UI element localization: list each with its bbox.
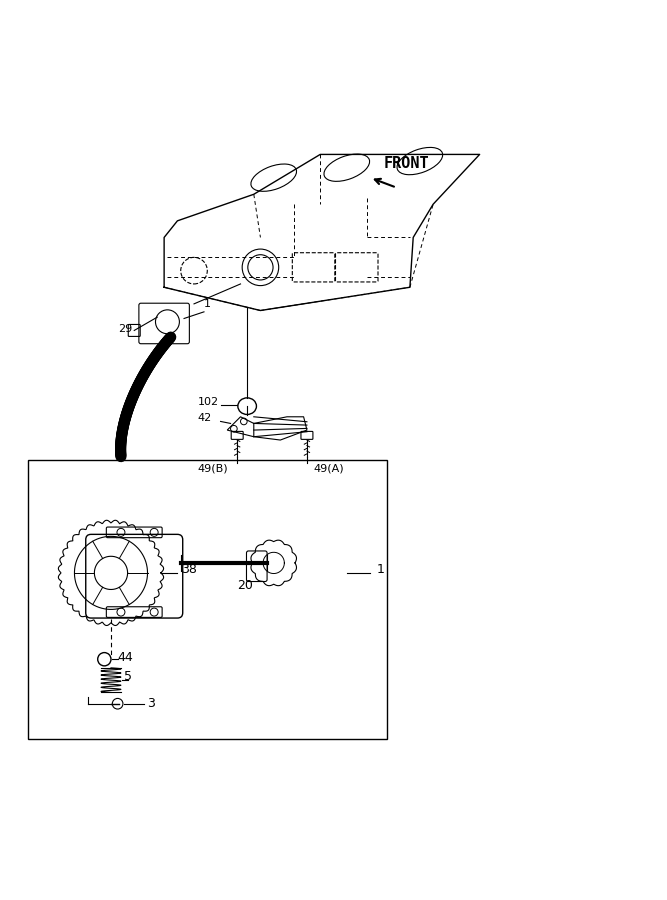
Text: 3: 3 xyxy=(147,698,155,710)
Text: 38: 38 xyxy=(181,562,197,576)
Text: 102: 102 xyxy=(197,397,219,407)
Text: 44: 44 xyxy=(117,652,133,664)
Text: 1: 1 xyxy=(377,562,385,576)
Text: 20: 20 xyxy=(237,580,253,592)
Text: FRONT: FRONT xyxy=(384,156,429,171)
Text: 49(B): 49(B) xyxy=(197,464,228,474)
Text: 29: 29 xyxy=(117,324,132,335)
Text: 49(A): 49(A) xyxy=(313,464,344,474)
Text: 42: 42 xyxy=(197,413,211,423)
Text: 1: 1 xyxy=(204,299,211,310)
Text: 5: 5 xyxy=(124,670,132,683)
